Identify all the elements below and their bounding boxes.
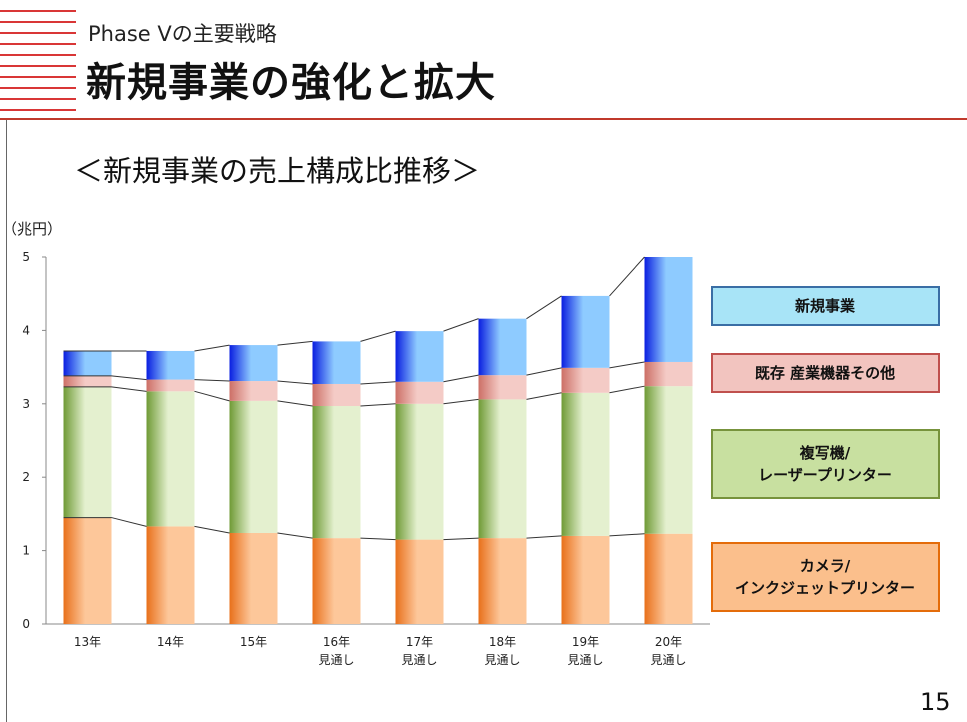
x-tick-label: 見通し	[650, 653, 686, 667]
bar-segment	[146, 379, 195, 392]
bar-segment	[395, 331, 444, 382]
series-connector	[443, 374, 479, 383]
bar-segment	[146, 350, 195, 380]
bar-segment	[561, 535, 610, 624]
y-tick-label: 5	[22, 250, 30, 264]
slide-subtitle: Phase Ⅴの主要戦略	[88, 22, 277, 46]
bar-segment	[478, 375, 527, 400]
x-tick-label: 見通し	[567, 653, 603, 667]
series-connector	[111, 517, 147, 527]
bar-segment	[229, 400, 278, 533]
bar-segment	[229, 381, 278, 401]
left-border	[6, 120, 7, 722]
series-connector	[526, 535, 562, 539]
series-connector	[360, 381, 396, 385]
bar-segment	[561, 367, 610, 393]
series-connector	[111, 386, 147, 392]
x-tick-label: 見通し	[318, 653, 354, 667]
x-tick-label: 見通し	[484, 653, 520, 667]
legend-label: 複写機/	[799, 444, 851, 462]
y-axis-unit: （兆円）	[2, 220, 63, 238]
bar-segment	[63, 375, 112, 387]
series-connector	[360, 537, 396, 541]
y-tick-label: 1	[22, 544, 30, 558]
series-connector	[609, 256, 645, 297]
x-tick-label: 16年	[323, 635, 350, 649]
bar-segment	[478, 399, 527, 539]
bar-segment	[312, 406, 361, 539]
series-connector	[360, 330, 396, 342]
page-number: 15	[920, 688, 951, 716]
header-stripes	[0, 10, 76, 114]
x-tick-label: 19年	[572, 635, 599, 649]
series-connector	[277, 400, 313, 407]
bar-segment	[63, 350, 112, 376]
bar-segment	[312, 341, 361, 384]
series-connector	[277, 532, 313, 539]
bar-segment	[229, 345, 278, 382]
bar-segment	[561, 392, 610, 536]
bar-segment	[395, 539, 444, 624]
legend-label: 新規事業	[795, 297, 856, 315]
y-tick-label: 0	[22, 617, 30, 631]
series-connector	[609, 533, 645, 537]
x-tick-label: 20年	[655, 635, 682, 649]
x-tick-label: 17年	[406, 635, 433, 649]
bar-segment	[395, 403, 444, 540]
x-tick-label: 14年	[157, 635, 184, 649]
series-connector	[443, 318, 479, 332]
legend-label: インクジェットプリンター	[735, 579, 915, 597]
series-connector	[443, 537, 479, 541]
series-connector	[194, 525, 230, 534]
bar-segment	[644, 386, 693, 534]
legend-label: 既存 産業機器その他	[755, 364, 895, 382]
y-tick-label: 4	[22, 323, 30, 337]
series-connector	[277, 340, 313, 346]
series-connector	[194, 390, 230, 402]
bar-segment	[644, 257, 693, 362]
series-connector	[526, 367, 562, 376]
legend-box	[711, 353, 940, 393]
series-connector	[443, 398, 479, 405]
bar-segment	[63, 517, 112, 624]
legend-box	[711, 542, 940, 612]
series-connector	[609, 361, 645, 369]
bar-segment	[312, 383, 361, 407]
series-connector	[111, 375, 147, 381]
series-connector	[360, 403, 396, 407]
x-tick-label: 見通し	[401, 653, 437, 667]
series-connector	[526, 392, 562, 400]
series-connector	[194, 379, 230, 382]
bar-segment	[478, 538, 527, 624]
series-connector	[526, 295, 562, 320]
bar-segment	[561, 295, 610, 368]
y-tick-label: 2	[22, 470, 30, 484]
chart-title: ＜新規事業の売上構成比推移＞	[74, 154, 481, 188]
slide-title: 新規事業の強化と拡大	[86, 60, 496, 106]
bar-segment	[229, 532, 278, 624]
bar-segment	[478, 318, 527, 376]
header-divider	[0, 118, 967, 120]
y-tick-label: 3	[22, 397, 30, 411]
bar-segment	[312, 538, 361, 624]
series-connector	[277, 380, 313, 385]
legend-box	[711, 429, 940, 499]
bar-segment	[644, 533, 693, 624]
legend-box	[711, 286, 940, 326]
bar-segment	[63, 386, 112, 518]
x-tick-label: 18年	[489, 635, 516, 649]
bar-segment	[395, 381, 444, 404]
bar-segment	[146, 526, 195, 624]
legend-label: レーザープリンター	[758, 466, 892, 484]
x-tick-label: 15年	[240, 635, 267, 649]
series-connector	[194, 344, 230, 352]
series-connector	[609, 385, 645, 394]
legend-label: カメラ/	[800, 557, 851, 575]
bar-segment	[146, 391, 195, 527]
bar-segment	[644, 361, 693, 387]
x-tick-label: 13年	[74, 635, 101, 649]
